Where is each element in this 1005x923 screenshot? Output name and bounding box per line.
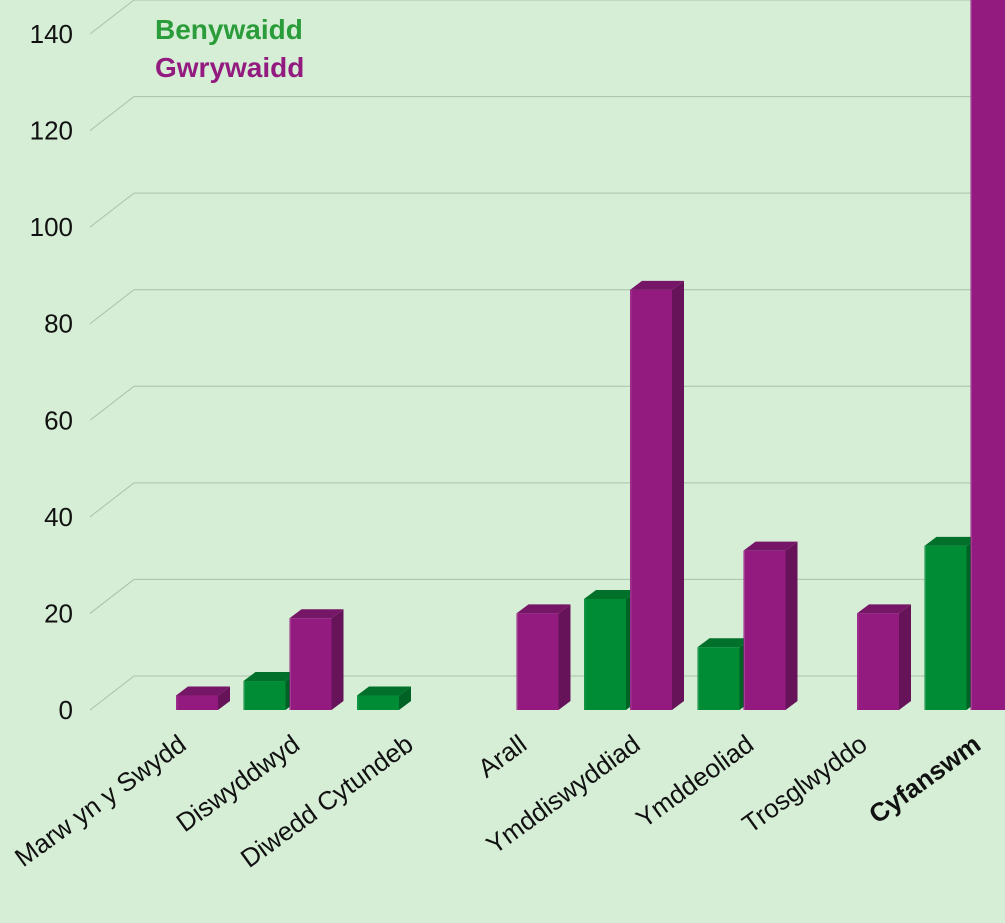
bar-gwrywaidd-4 — [630, 280, 684, 710]
legend: Benywaidd Gwrywaidd — [155, 14, 304, 83]
y-tick-label: 40 — [44, 502, 73, 532]
gridline-diag — [89, 0, 135, 35]
gridline-diag — [89, 579, 135, 614]
gridline-diag — [89, 192, 135, 228]
gridline-diag — [89, 482, 135, 518]
bar-benywaidd-7 — [924, 536, 979, 710]
gridline-diag — [89, 385, 135, 421]
gridline-diag — [89, 96, 135, 131]
bar-gwrywaidd-0 — [176, 686, 230, 710]
gridline-diag — [89, 289, 135, 325]
y-axis: 0 20 40 60 80 100 120 140 — [30, 19, 73, 725]
x-tick-label: Trosglwyddo — [736, 729, 872, 839]
bar-gwrywaidd-6 — [857, 604, 911, 710]
y-tick-label: 80 — [44, 309, 73, 339]
y-tick-label: 100 — [30, 212, 73, 242]
bar-gwrywaidd-5 — [743, 541, 798, 710]
gridlines — [89, 0, 1005, 711]
bars — [176, 0, 1005, 711]
x-tick-label: Arall — [472, 729, 532, 784]
y-tick-label: 0 — [59, 695, 73, 725]
y-tick-label: 20 — [44, 598, 73, 628]
x-tick-label: Cyfanswm — [863, 729, 986, 830]
legend-item-gwrywaidd: Gwrywaidd — [155, 52, 304, 83]
y-tick-label: 140 — [30, 19, 73, 49]
bar-gwrywaidd-7 — [970, 0, 1005, 711]
bar-benywaidd-5 — [697, 638, 752, 710]
bar-benywaidd-2 — [357, 686, 411, 710]
y-tick-label: 60 — [44, 405, 73, 435]
bar-gwrywaidd-3 — [516, 604, 571, 710]
bar-gwrywaidd-1 — [289, 609, 344, 710]
bar-benywaidd-4 — [584, 589, 638, 710]
gridline-diag — [89, 675, 135, 711]
x-tick-label: Marw yn y Swydd — [9, 729, 191, 873]
y-tick-label: 120 — [30, 116, 73, 146]
bar-benywaidd-1 — [243, 672, 298, 710]
legend-item-benywaidd: Benywaidd — [155, 14, 303, 45]
